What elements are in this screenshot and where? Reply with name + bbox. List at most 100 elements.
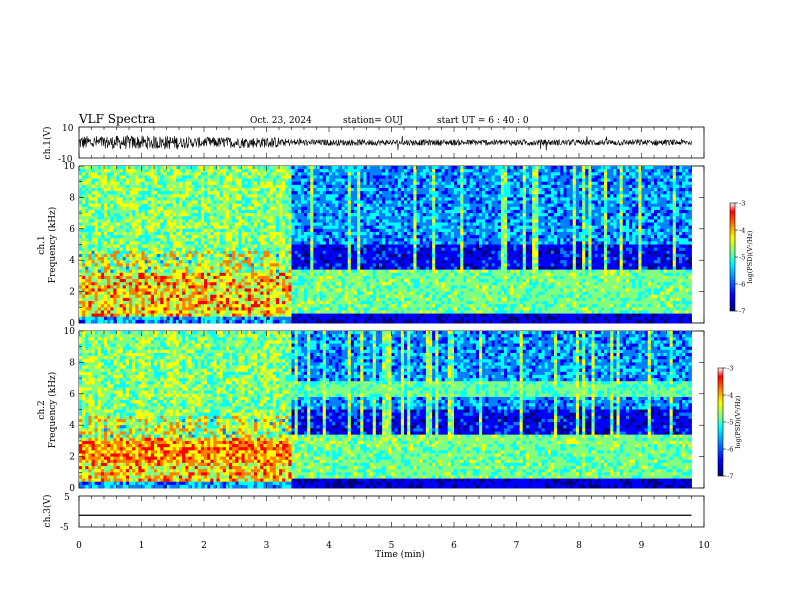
spectrogram-cell	[363, 197, 367, 201]
spectrogram-cell	[144, 197, 149, 201]
spectrogram-cell	[107, 191, 111, 195]
spectrogram-cell	[260, 213, 264, 217]
spectrogram-cell	[135, 310, 139, 314]
spectrogram-cell	[319, 200, 324, 205]
spectrogram-cell	[257, 319, 261, 324]
spectrogram-cell	[244, 291, 249, 296]
spectrogram-cell	[94, 260, 99, 264]
spectrogram-cell	[166, 307, 171, 311]
spectrogram-cell	[282, 304, 286, 308]
spectrogram-cell	[179, 169, 183, 173]
spectrogram-cell	[288, 310, 292, 314]
spectrogram-cell	[182, 219, 186, 223]
spectrogram-cell	[216, 291, 221, 296]
spectrogram-cell	[297, 219, 302, 223]
spectrogram-cell	[379, 206, 383, 211]
spectrogram-cell	[297, 166, 302, 170]
spectrogram-cell	[97, 222, 102, 227]
spectrogram-cell	[179, 285, 183, 289]
spectrogram-cell	[116, 197, 121, 201]
spectrogram-cell	[135, 225, 139, 230]
spectrogram-cell	[275, 266, 280, 271]
spectrogram-cell	[150, 231, 155, 236]
spectrogram-cell	[366, 241, 371, 245]
spectrogram-cell	[154, 257, 158, 261]
spectrogram-cell	[363, 166, 367, 170]
spectrogram-cell	[363, 216, 367, 220]
spectrogram-cell	[341, 269, 346, 274]
spectrogram-cell	[319, 225, 324, 230]
spectrogram-cell	[294, 238, 299, 242]
spectrogram-cell	[369, 203, 374, 208]
spectrogram-cell	[269, 181, 274, 186]
spectrogram-cell	[225, 257, 230, 261]
spectrogram-cell	[341, 282, 346, 286]
spectrogram-cell	[285, 241, 289, 245]
spectrogram-cell	[154, 203, 158, 208]
spectrogram-cell	[163, 191, 167, 195]
spectrogram-cell	[188, 228, 192, 233]
spectrogram-cell	[288, 269, 292, 274]
spectrogram-cell	[110, 263, 114, 267]
spectrogram-cell	[175, 241, 180, 245]
spectrogram-cell	[338, 250, 342, 255]
spectrogram-cell	[354, 181, 358, 186]
spectrogram-cell	[191, 216, 196, 220]
spectrogram-cell	[97, 294, 102, 299]
spectrogram-cell	[238, 253, 242, 258]
spectrogram-cell	[304, 260, 308, 264]
spectrogram-cell	[238, 294, 242, 299]
spectrogram-cell	[88, 197, 92, 201]
spectrogram-cell	[244, 260, 249, 264]
spectrogram-cell	[169, 310, 174, 314]
spectrogram-cell	[297, 304, 302, 308]
spectrogram-cell	[357, 285, 361, 289]
spectrogram-cell	[194, 241, 199, 245]
spectrogram-cell	[235, 175, 239, 179]
spectrogram-cell	[97, 313, 102, 318]
spectrogram-cell	[250, 172, 255, 176]
spectrogram-cell	[244, 253, 249, 258]
spectrogram-cell	[250, 257, 255, 261]
spectrogram-cell	[285, 216, 289, 220]
spectrogram-cell	[382, 250, 386, 255]
spectrogram-cell	[260, 175, 264, 179]
spectrogram-cell	[354, 209, 358, 214]
spectrogram-cell	[360, 247, 364, 252]
spectrogram-cell	[275, 209, 280, 214]
spectrogram-cell	[229, 244, 233, 249]
spectrogram-cell	[122, 301, 127, 305]
spectrogram-cell	[325, 187, 330, 192]
spectrogram-cell	[166, 197, 171, 201]
spectrogram-cell	[250, 288, 255, 292]
spectrogram-cell	[122, 269, 127, 274]
spectrogram-cell	[144, 231, 149, 236]
spectrogram-cell	[354, 253, 358, 258]
spectrogram-cell	[275, 222, 280, 227]
spectrogram-cell	[122, 272, 127, 277]
spectrogram-cell	[366, 181, 371, 186]
spectrogram-cell	[182, 222, 186, 227]
spectrogram-cell	[160, 235, 164, 239]
spectrogram-cell	[272, 304, 277, 308]
spectrogram-cell	[294, 316, 299, 321]
spectrogram-cell	[113, 266, 117, 271]
spectrogram-cell	[157, 297, 161, 302]
spectrogram-cell	[341, 257, 346, 261]
spectrogram-cell	[213, 169, 217, 173]
spectrogram-cell	[250, 231, 255, 236]
spectrogram-cell	[91, 288, 96, 292]
spectrogram-cell	[157, 250, 161, 255]
spectrogram-cell	[88, 184, 92, 189]
spectrogram-cell	[275, 310, 280, 314]
spectrogram-cell	[269, 313, 274, 318]
spectrogram-cell	[144, 166, 149, 170]
spectrogram-cell	[347, 301, 352, 305]
spectrogram-cell	[157, 191, 161, 195]
spectrogram-cell	[163, 294, 167, 299]
spectrogram-cell	[357, 263, 361, 267]
spectrogram-cell	[163, 291, 167, 296]
spectrogram-cell	[319, 219, 324, 223]
spectrogram-cell	[172, 238, 177, 242]
spectrogram-cell	[194, 203, 199, 208]
